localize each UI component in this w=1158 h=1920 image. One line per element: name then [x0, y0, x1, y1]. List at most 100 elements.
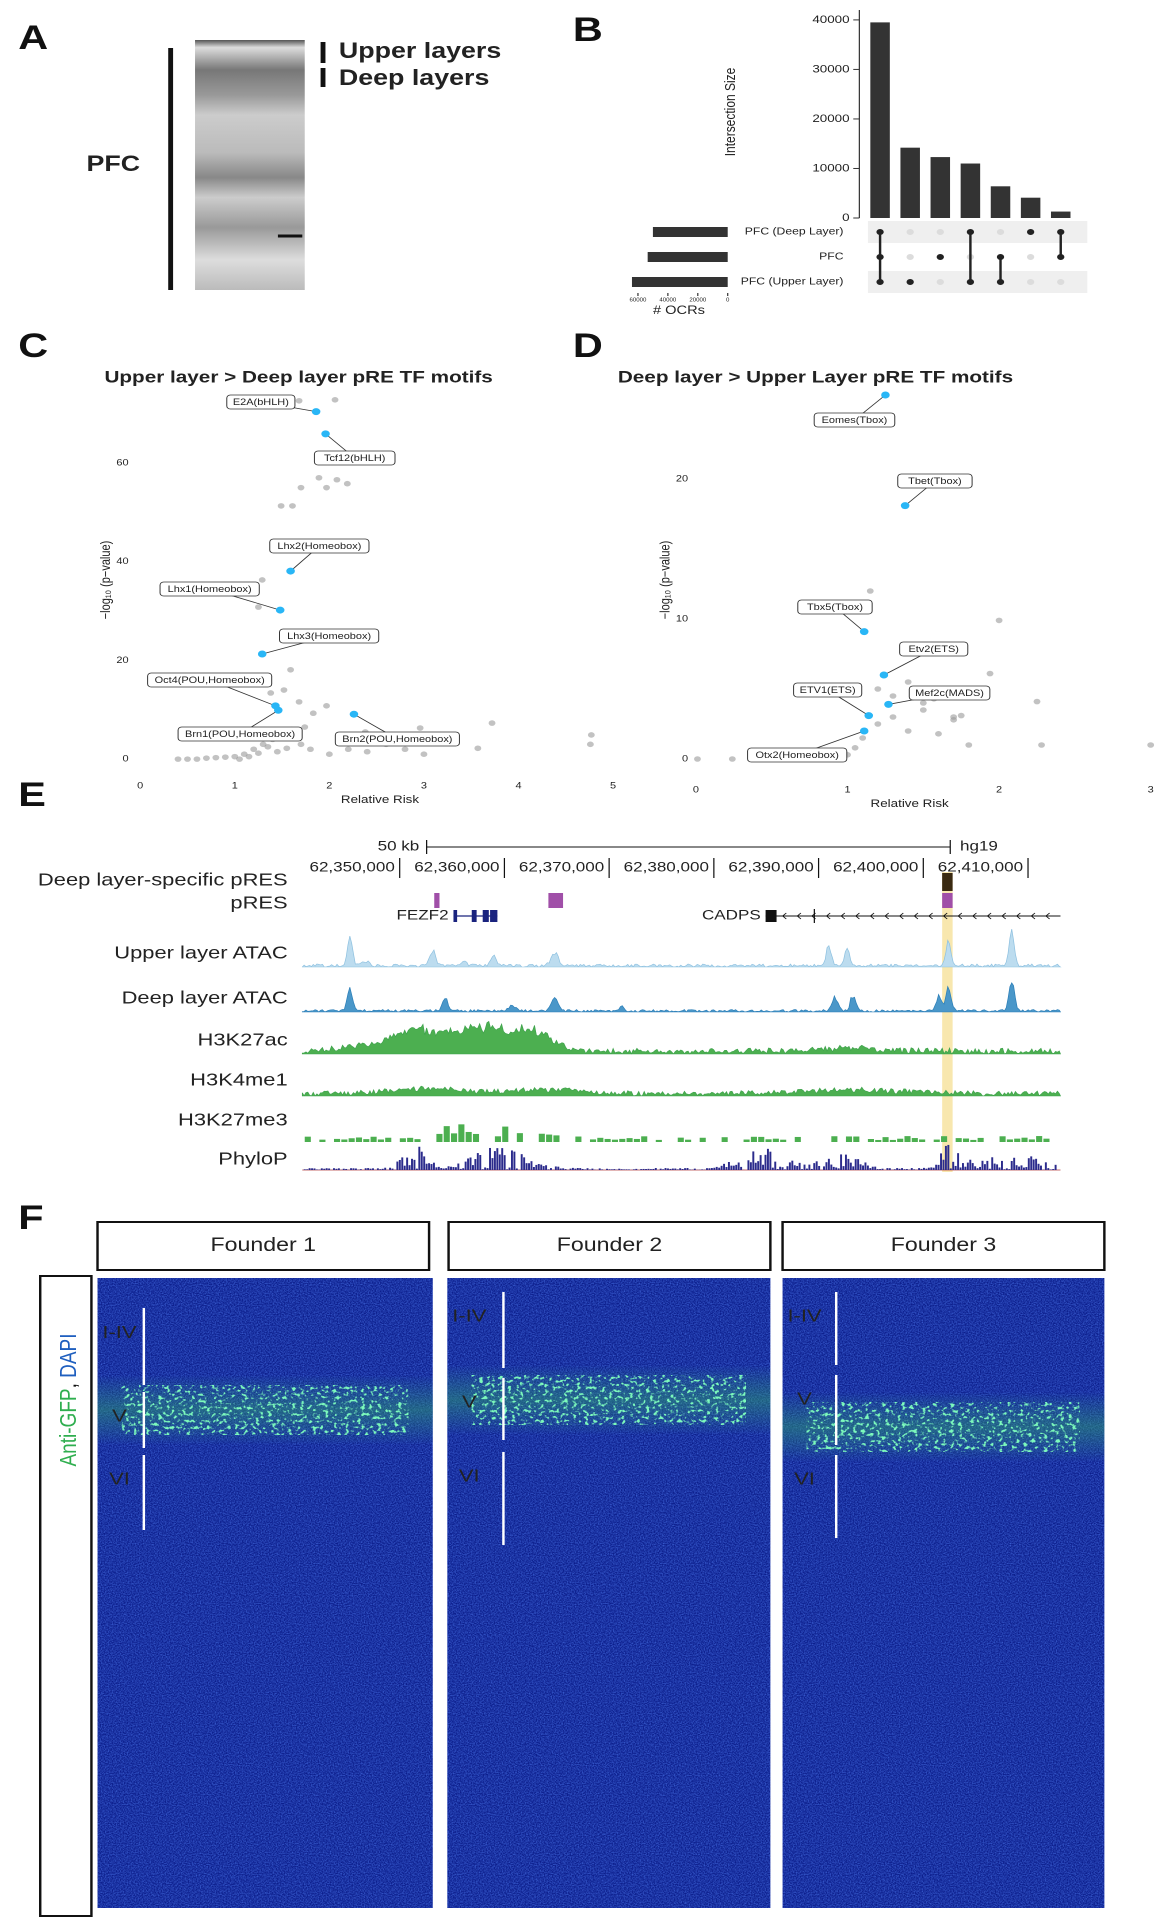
- point: [1147, 742, 1155, 748]
- y-tick-label: 20: [116, 656, 129, 666]
- highlight-point: [884, 700, 893, 708]
- point: [255, 604, 262, 610]
- point: [986, 670, 994, 677]
- matrix-dot: [996, 254, 1005, 260]
- point-label: Otx2(Homeobox): [755, 751, 838, 761]
- highlight-point: [321, 430, 330, 438]
- label-box: [747, 747, 848, 763]
- matrix-dot: [1057, 229, 1065, 235]
- label-box: [797, 599, 873, 615]
- x-tick-label: 1: [844, 785, 851, 795]
- label-box: [226, 394, 296, 410]
- layer-label: VI: [459, 1467, 480, 1487]
- x-tick-label: 62,410,000: [938, 860, 1024, 875]
- x-tick-label: 0: [693, 785, 700, 795]
- matrix-dot-empty: [936, 279, 944, 285]
- highlight-point: [311, 408, 321, 416]
- h3k27me3-signal: [589, 1139, 597, 1142]
- matrix-dot: [966, 229, 975, 235]
- h3k27me3-signal: [750, 1136, 757, 1142]
- point: [904, 728, 912, 734]
- founder-header: Founder 1: [211, 1235, 317, 1256]
- exon: [471, 910, 477, 922]
- h3k27me3-signal: [904, 1136, 911, 1142]
- point: [221, 754, 229, 760]
- h3k27me3-signal: [794, 1136, 801, 1142]
- point-label: Tcf12(bHLH): [324, 454, 385, 464]
- point: [193, 756, 201, 762]
- point: [859, 735, 867, 741]
- bar: [990, 186, 1011, 218]
- matrix-dot-empty: [906, 229, 914, 235]
- highlight-point: [900, 502, 910, 510]
- highlight-point: [864, 712, 874, 720]
- point: [420, 751, 428, 757]
- matrix-dot-empty: [1026, 279, 1035, 285]
- bar: [960, 163, 981, 218]
- gfp-cells: [121, 1385, 409, 1435]
- label-box: [793, 682, 863, 698]
- matrix-dot: [966, 279, 975, 285]
- layer-label: I-IV: [452, 1307, 487, 1327]
- h3k27me3-signal: [604, 1138, 611, 1142]
- x-tick-label: 2: [326, 781, 333, 791]
- bar: [1020, 197, 1041, 218]
- pre: [548, 893, 564, 908]
- point: [202, 755, 210, 761]
- track-label: PhyloP: [218, 1150, 287, 1170]
- point: [416, 725, 424, 731]
- chart-title: Upper layer > Deep layer pRE TF motifs: [104, 368, 492, 387]
- h3k27me3-signal: [319, 1139, 326, 1142]
- h3k27ac-signal: [301, 1020, 1061, 1055]
- point-label: Brn2(POU,Homeobox): [342, 735, 452, 745]
- set-bar: [647, 252, 728, 262]
- matrix-dot-empty: [1026, 254, 1035, 260]
- panel-letter: F: [18, 1199, 43, 1237]
- point: [323, 703, 330, 709]
- cortex-image: [195, 40, 305, 290]
- matrix-dot-empty: [996, 229, 1005, 235]
- point: [363, 748, 371, 755]
- point: [325, 751, 333, 757]
- h3k27me3-signal: [370, 1136, 377, 1142]
- gene-label: CADPS: [702, 908, 761, 923]
- h3k27me3-signal: [597, 1137, 604, 1142]
- point: [277, 503, 285, 509]
- matrix-dot-empty: [936, 229, 944, 235]
- h3k27me3-signal: [677, 1137, 684, 1142]
- panel-letter: B: [573, 11, 603, 49]
- micrograph-texture: [782, 1278, 1105, 1908]
- point: [307, 746, 314, 753]
- point-label: Lhx1(Homeobox): [168, 585, 252, 595]
- track-label: Deep layer-specific pRES: [38, 871, 288, 891]
- h3k27me3-signal: [758, 1136, 765, 1142]
- x-tick-label: 60000: [629, 298, 646, 303]
- h3k27me3-signal: [1043, 1138, 1050, 1142]
- h3k27me3-signal: [341, 1139, 348, 1142]
- x-tick-label: 3: [1148, 785, 1155, 795]
- strand-arrow: [840, 912, 846, 920]
- track-label: pRES: [230, 894, 287, 914]
- highlight-point: [859, 727, 869, 735]
- h3k27me3-signal: [941, 1136, 948, 1142]
- exon: [453, 910, 458, 922]
- h3k27me3-signal: [458, 1124, 465, 1142]
- strand-arrow: [986, 912, 992, 920]
- h3k27me3-signal: [436, 1133, 443, 1142]
- h3k27me3-signal: [1021, 1137, 1028, 1142]
- x-tick-label: 62,390,000: [728, 860, 814, 875]
- strand-arrow: [942, 912, 948, 920]
- x-tick-label: 62,400,000: [833, 860, 919, 875]
- point: [919, 700, 927, 706]
- h3k27me3-signal: [685, 1139, 692, 1142]
- point: [866, 588, 874, 594]
- matrix-stripe: [867, 221, 1088, 243]
- label-box: [159, 581, 260, 597]
- layer-label: Upper layers: [339, 39, 501, 63]
- label-box: [177, 726, 303, 742]
- set-label: PFC (Upper Layer): [741, 277, 844, 288]
- point: [1038, 742, 1045, 748]
- x-tick-label: 1: [232, 781, 239, 791]
